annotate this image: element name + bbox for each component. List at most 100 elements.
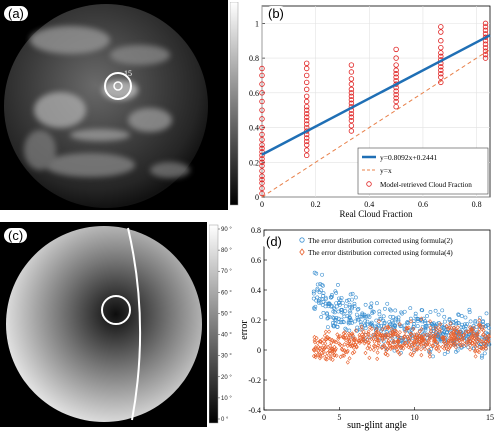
data-point-formula4 <box>353 328 358 333</box>
data-point-formula4 <box>400 343 405 349</box>
data-point <box>304 93 310 99</box>
data-point <box>348 90 355 96</box>
data-point-formula4 <box>461 332 466 338</box>
data-point-formula4 <box>419 342 424 347</box>
data-point-formula2 <box>339 317 344 322</box>
data-point-formula2 <box>390 319 395 323</box>
data-point <box>348 69 355 75</box>
data-point-formula4 <box>329 340 334 345</box>
data-point-formula4 <box>405 326 410 331</box>
legend-label-points: Model-retrieved Cloud Fraction <box>380 181 472 189</box>
data-point-formula2 <box>444 330 449 335</box>
data-point-formula2 <box>369 320 374 325</box>
data-point-formula4 <box>383 351 388 357</box>
data-point <box>348 62 355 68</box>
data-point-formula2 <box>411 324 416 329</box>
panel-c-label: (c) <box>4 228 28 243</box>
data-point <box>304 65 310 72</box>
legend-swatch-points <box>366 181 372 187</box>
data-point-formula2 <box>339 295 344 300</box>
data-point <box>482 41 489 47</box>
data-point-formula4 <box>450 337 455 343</box>
data-point <box>393 98 399 105</box>
data-point <box>259 159 265 165</box>
data-point <box>304 152 310 159</box>
data-point-formula2 <box>393 323 397 328</box>
data-point-formula2 <box>332 305 336 310</box>
data-point-formula2 <box>436 312 441 317</box>
data-point <box>259 136 265 143</box>
data-point-formula4 <box>483 346 488 351</box>
legend-label-identity: y=x <box>380 166 392 175</box>
data-point-formula4 <box>453 344 458 350</box>
data-point <box>393 46 399 53</box>
data-point <box>438 29 444 35</box>
data-point-formula2 <box>336 296 341 301</box>
data-point-formula2 <box>344 298 349 303</box>
data-point-formula4 <box>328 351 333 356</box>
data-point <box>304 142 310 148</box>
data-point-formula4 <box>389 334 394 340</box>
data-point <box>304 60 310 66</box>
data-point-formula2 <box>352 301 357 306</box>
data-point-formula4 <box>471 338 476 343</box>
panel-c: (c) <box>0 222 207 427</box>
data-point-formula2 <box>335 325 340 329</box>
data-point-formula4 <box>323 337 328 342</box>
data-point-formula4 <box>328 343 333 349</box>
data-point-formula4 <box>389 345 394 350</box>
data-point-formula2 <box>384 347 389 352</box>
data-point-formula4 <box>371 336 376 341</box>
data-point-formula4 <box>380 336 385 341</box>
data-point-formula4 <box>419 335 424 341</box>
data-point-formula4 <box>427 351 432 356</box>
data-point-formula2 <box>381 318 386 323</box>
data-point-formula4 <box>415 336 420 341</box>
data-point-formula4 <box>463 342 468 348</box>
data-point-formula4 <box>342 353 347 358</box>
data-point-formula2 <box>399 310 404 315</box>
data-point-formula4 <box>403 329 408 334</box>
data-point-formula2 <box>387 307 392 312</box>
glint-circle-outer <box>104 72 132 100</box>
data-point-formula4 <box>341 330 346 336</box>
data-point-formula4 <box>377 331 382 336</box>
data-point-formula2 <box>325 325 330 330</box>
data-point-formula2 <box>362 312 367 317</box>
data-point-formula4 <box>481 344 486 350</box>
data-point-formula4 <box>437 344 442 350</box>
data-point-formula2 <box>411 319 416 324</box>
data-point-formula4 <box>391 340 396 345</box>
data-point-formula4 <box>412 339 417 344</box>
data-point <box>438 71 444 77</box>
data-point-formula4 <box>323 341 328 346</box>
data-point-formula2 <box>374 324 379 329</box>
data-point-formula2 <box>312 307 317 311</box>
data-point-formula4 <box>466 329 471 334</box>
data-point-formula2 <box>356 317 361 322</box>
data-point-formula4 <box>430 343 435 349</box>
data-point-formula4 <box>487 334 492 340</box>
data-point-formula4 <box>427 354 432 359</box>
data-point-formula2 <box>370 322 374 327</box>
data-point-formula4 <box>345 348 350 354</box>
colorbar-tick-label: 70 ° <box>221 269 232 275</box>
data-point <box>259 98 265 105</box>
data-point-formula4 <box>313 345 318 350</box>
x-tick-label: 0.8 <box>472 200 482 209</box>
data-point-formula2 <box>339 308 343 312</box>
data-point-formula2 <box>423 328 428 332</box>
data-point-formula2 <box>442 352 447 356</box>
data-point-formula4 <box>347 339 352 344</box>
data-point-formula4 <box>365 331 370 336</box>
data-point-formula2 <box>311 289 316 294</box>
data-point-formula4 <box>486 333 491 339</box>
data-point-formula2 <box>428 310 433 314</box>
data-point-formula4 <box>476 344 481 350</box>
data-point <box>259 163 265 169</box>
colorbar-tick-label: 0 ° <box>221 417 229 423</box>
data-point <box>304 86 310 93</box>
data-point-formula4 <box>486 337 491 343</box>
data-point-formula2 <box>326 302 330 307</box>
data-point-formula2 <box>336 282 340 287</box>
